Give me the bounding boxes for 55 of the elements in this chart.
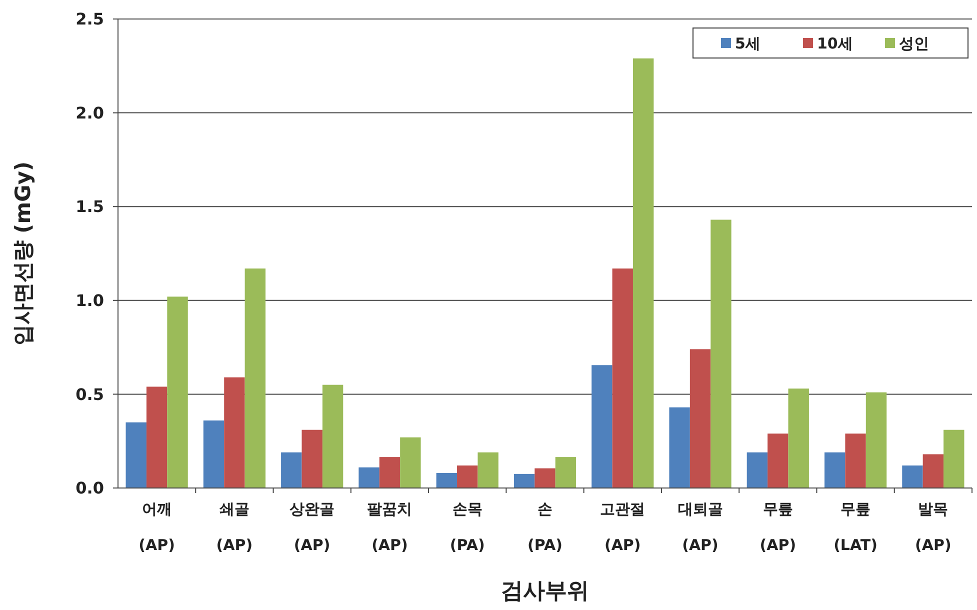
bar xyxy=(167,296,188,488)
y-tick-label: 0.5 xyxy=(76,384,104,404)
category-label: 상완골 (AP) xyxy=(290,500,335,554)
bar xyxy=(146,386,168,488)
bar xyxy=(866,392,887,488)
bar xyxy=(203,420,224,488)
bar xyxy=(592,365,612,488)
category-label: 팔꿈치 (AP) xyxy=(367,500,412,554)
bar xyxy=(534,468,556,488)
bar xyxy=(690,349,711,488)
bar xyxy=(322,384,344,488)
legend-label: 5세 xyxy=(735,34,760,52)
y-tick-label: 1.0 xyxy=(76,291,104,310)
legend-label: 성인 xyxy=(899,34,929,52)
category-label: 대퇴골 (AP) xyxy=(678,500,723,554)
bar xyxy=(710,220,732,488)
category-label: 쇄골 (AP) xyxy=(216,500,253,554)
bar xyxy=(400,437,421,488)
bar xyxy=(379,457,400,488)
bar xyxy=(845,434,866,488)
category-label: 어깨 (AP) xyxy=(138,500,175,554)
bar xyxy=(768,434,788,488)
y-axis-title: 입사면선량 (mGy) xyxy=(11,161,35,346)
x-axis-title: 검사부위 xyxy=(501,579,589,604)
bar xyxy=(436,472,458,488)
bar xyxy=(788,388,809,488)
bar xyxy=(302,430,322,488)
bar xyxy=(922,454,944,488)
y-tick-label: 2.0 xyxy=(76,103,104,122)
bar xyxy=(358,467,380,488)
category-label: 손목 (PA) xyxy=(450,500,485,554)
bar xyxy=(669,407,690,488)
bar xyxy=(126,422,146,488)
bar xyxy=(944,430,964,488)
bar xyxy=(824,452,846,488)
bar xyxy=(457,465,478,488)
bar xyxy=(514,474,535,488)
bar xyxy=(224,377,245,488)
bar xyxy=(555,457,576,488)
bar xyxy=(632,58,654,488)
category-label: 발목 (AP) xyxy=(915,500,952,554)
category-label: 고관절 (AP) xyxy=(600,500,646,554)
category-label: 무릎 (LAT) xyxy=(834,500,878,554)
category-label: 손 (PA) xyxy=(528,500,562,554)
bar xyxy=(244,268,266,488)
bar xyxy=(478,452,498,488)
category-label: 무릎 (AP) xyxy=(760,500,796,554)
bar xyxy=(746,452,768,488)
bar xyxy=(902,465,923,488)
bar xyxy=(281,452,302,488)
y-tick-label: 1.5 xyxy=(76,197,104,216)
y-tick-label: 0.0 xyxy=(76,478,104,498)
legend-label: 10세 xyxy=(817,34,853,52)
y-tick-label: 2.5 xyxy=(76,10,104,29)
bar xyxy=(612,268,633,488)
